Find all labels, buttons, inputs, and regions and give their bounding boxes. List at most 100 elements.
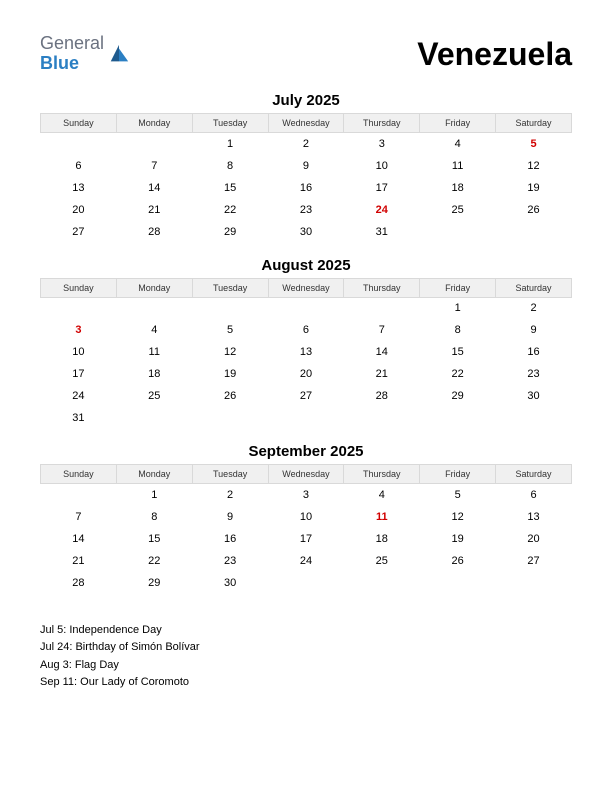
- calendar-day-cell: 10: [268, 506, 344, 528]
- calendar-day-cell: [268, 297, 344, 319]
- month-title: August 2025: [40, 257, 572, 274]
- calendar-week-row: 282930: [41, 572, 572, 594]
- calendar-week-row: 2728293031: [41, 221, 572, 243]
- calendar-week-row: 12345: [41, 133, 572, 155]
- calendar-day-cell: 30: [192, 572, 268, 594]
- calendar-day-cell: 29: [420, 385, 496, 407]
- calendar-day-cell: [344, 407, 420, 429]
- calendar-day-cell: 24: [268, 550, 344, 572]
- calendar-day-cell: [420, 572, 496, 594]
- calendar-day-cell: [420, 407, 496, 429]
- calendar-day-cell: 30: [268, 221, 344, 243]
- calendar-day-cell: 2: [268, 133, 344, 155]
- calendar-day-cell: 27: [41, 221, 117, 243]
- calendar-day-cell: 22: [116, 550, 192, 572]
- calendar-day-cell: 12: [496, 155, 572, 177]
- calendar-day-cell: 15: [420, 341, 496, 363]
- day-header: Saturday: [496, 114, 572, 133]
- calendar-day-cell: 15: [116, 528, 192, 550]
- calendar-day-cell: [192, 407, 268, 429]
- calendar-day-cell: 5: [420, 484, 496, 506]
- calendar-month: September 2025SundayMondayTuesdayWednesd…: [40, 443, 572, 594]
- calendar-day-cell: 19: [420, 528, 496, 550]
- calendar-day-cell: 28: [344, 385, 420, 407]
- calendar-day-cell: 29: [116, 572, 192, 594]
- calendar-day-cell: 6: [41, 155, 117, 177]
- calendar-day-cell: [116, 407, 192, 429]
- calendar-week-row: 21222324252627: [41, 550, 572, 572]
- calendar-container: July 2025SundayMondayTuesdayWednesdayThu…: [40, 92, 572, 594]
- calendar-week-row: 14151617181920: [41, 528, 572, 550]
- calendar-week-row: 12: [41, 297, 572, 319]
- calendar-day-cell: [268, 572, 344, 594]
- calendar-day-cell: [496, 407, 572, 429]
- calendar-day-cell: 27: [268, 385, 344, 407]
- calendar-day-cell: 27: [496, 550, 572, 572]
- calendar-day-cell: [41, 133, 117, 155]
- calendar-day-cell: 8: [420, 319, 496, 341]
- holiday-entry: Aug 3: Flag Day: [40, 657, 572, 675]
- calendar-day-cell: 4: [420, 133, 496, 155]
- day-header: Tuesday: [192, 465, 268, 484]
- calendar-day-cell: 22: [420, 363, 496, 385]
- calendar-week-row: 13141516171819: [41, 177, 572, 199]
- day-header: Wednesday: [268, 465, 344, 484]
- calendar-day-cell: [344, 297, 420, 319]
- calendar-day-cell: 20: [496, 528, 572, 550]
- calendar-day-cell: 4: [344, 484, 420, 506]
- calendar-day-cell: 17: [268, 528, 344, 550]
- calendar-day-cell: 24: [344, 199, 420, 221]
- calendar-month: July 2025SundayMondayTuesdayWednesdayThu…: [40, 92, 572, 243]
- calendar-day-cell: 10: [344, 155, 420, 177]
- calendar-day-cell: 4: [116, 319, 192, 341]
- calendar-day-cell: 1: [192, 133, 268, 155]
- calendar-day-cell: 23: [268, 199, 344, 221]
- calendar-week-row: 31: [41, 407, 572, 429]
- calendar-week-row: 20212223242526: [41, 199, 572, 221]
- calendar-day-cell: 26: [496, 199, 572, 221]
- calendar-day-cell: 9: [268, 155, 344, 177]
- calendar-day-cell: 7: [116, 155, 192, 177]
- calendar-day-cell: [496, 221, 572, 243]
- calendar-day-cell: [420, 221, 496, 243]
- calendar-day-cell: 14: [116, 177, 192, 199]
- day-header: Wednesday: [268, 114, 344, 133]
- calendar-day-cell: 30: [496, 385, 572, 407]
- calendar-day-cell: [41, 297, 117, 319]
- calendar-day-cell: 3: [344, 133, 420, 155]
- calendar-week-row: 6789101112: [41, 155, 572, 177]
- calendar-day-cell: 13: [496, 506, 572, 528]
- calendar-day-cell: 18: [420, 177, 496, 199]
- holiday-entry: Sep 11: Our Lady of Coromoto: [40, 674, 572, 692]
- calendar-day-cell: 18: [344, 528, 420, 550]
- calendar-week-row: 78910111213: [41, 506, 572, 528]
- calendar-day-cell: 28: [41, 572, 117, 594]
- calendar-day-cell: 6: [496, 484, 572, 506]
- calendar-day-cell: 11: [344, 506, 420, 528]
- calendar-day-cell: 3: [41, 319, 117, 341]
- brand-logo: General Blue: [40, 34, 130, 74]
- calendar-day-cell: 1: [116, 484, 192, 506]
- calendar-day-cell: [496, 572, 572, 594]
- calendar-day-cell: 9: [192, 506, 268, 528]
- calendar-week-row: 17181920212223: [41, 363, 572, 385]
- calendar-day-cell: 23: [192, 550, 268, 572]
- calendar-day-cell: 19: [192, 363, 268, 385]
- day-header: Thursday: [344, 114, 420, 133]
- calendar-day-cell: 20: [268, 363, 344, 385]
- holiday-entry: Jul 24: Birthday of Simón Bolívar: [40, 639, 572, 657]
- day-header: Tuesday: [192, 278, 268, 297]
- holiday-entry: Jul 5: Independence Day: [40, 622, 572, 640]
- day-header: Friday: [420, 114, 496, 133]
- calendar-day-cell: 26: [192, 385, 268, 407]
- calendar-day-cell: 14: [344, 341, 420, 363]
- month-title: September 2025: [40, 443, 572, 460]
- calendar-day-cell: 19: [496, 177, 572, 199]
- calendar-week-row: 3456789: [41, 319, 572, 341]
- logo-word-blue: Blue: [40, 53, 79, 73]
- day-header: Thursday: [344, 465, 420, 484]
- day-header: Friday: [420, 278, 496, 297]
- holiday-list: Jul 5: Independence DayJul 24: Birthday …: [40, 622, 572, 692]
- calendar-table: SundayMondayTuesdayWednesdayThursdayFrid…: [40, 278, 572, 430]
- day-header: Wednesday: [268, 278, 344, 297]
